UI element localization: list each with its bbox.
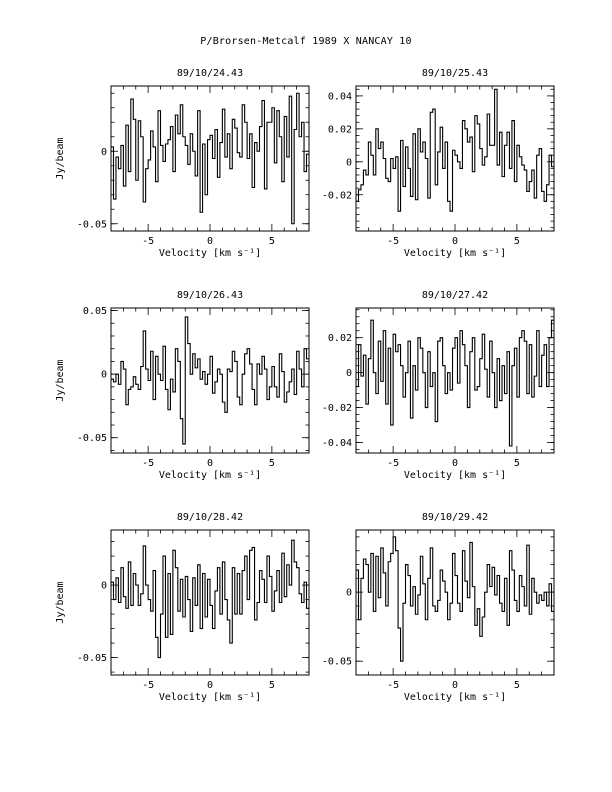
panel-title-5: 89/10/28.42: [177, 512, 243, 523]
y-tick-label: 0: [101, 581, 107, 592]
x-tick-label: -5: [142, 236, 154, 247]
x-axis-label: Velocity [km s⁻¹]: [404, 248, 506, 259]
y-axis-label: Jy/beam: [55, 359, 66, 401]
y-tick-label: -0.05: [77, 219, 107, 230]
y-tick-label: 0.04: [328, 91, 352, 102]
y-axis-label: Jy/beam: [55, 581, 66, 623]
x-tick-label: -5: [142, 680, 154, 691]
panel-title-2: 89/10/25.43: [422, 68, 488, 79]
x-tick-label: 0: [207, 680, 213, 691]
page-title: P/Brorsen-Metcalf 1989 X NANCAY 10: [200, 36, 412, 47]
x-tick-label: 5: [269, 458, 275, 469]
spectrum-series-1: [111, 92, 309, 225]
y-tick-label: 0.02: [328, 333, 352, 344]
x-tick-label: 5: [514, 458, 520, 469]
x-tick-label: -5: [142, 458, 154, 469]
spectrum-series-3: [111, 316, 309, 445]
y-tick-label: 0: [346, 368, 352, 379]
x-tick-label: -5: [387, 458, 399, 469]
panel-title-3: 89/10/26.43: [177, 290, 243, 301]
y-tick-label: 0: [346, 157, 352, 168]
y-axis-label: Jy/beam: [55, 137, 66, 179]
y-tick-label: 0.02: [328, 124, 352, 135]
x-tick-label: 5: [514, 236, 520, 247]
y-tick-label: 0: [101, 370, 107, 381]
y-tick-label: -0.05: [77, 653, 107, 664]
y-tick-label: -0.04: [322, 438, 352, 449]
x-axis-label: Velocity [km s⁻¹]: [404, 692, 506, 703]
x-tick-label: 0: [452, 236, 458, 247]
spectrum-series-6: [356, 536, 554, 662]
y-tick-label: 0: [101, 147, 107, 158]
y-tick-label: 0: [346, 588, 352, 599]
panel-title-1: 89/10/24.43: [177, 68, 243, 79]
x-tick-label: 0: [207, 236, 213, 247]
x-axis-label: Velocity [km s⁻¹]: [159, 470, 261, 481]
x-tick-label: 5: [269, 236, 275, 247]
x-tick-label: 0: [452, 680, 458, 691]
x-axis-label: Velocity [km s⁻¹]: [159, 692, 261, 703]
x-tick-label: -5: [387, 236, 399, 247]
x-tick-label: 5: [269, 680, 275, 691]
y-tick-label: -0.05: [322, 657, 352, 668]
y-tick-label: 0.05: [83, 306, 107, 317]
spectrum-series-5: [111, 539, 309, 659]
x-tick-label: 0: [452, 458, 458, 469]
spectrum-series-2: [356, 88, 554, 212]
plot-frame-1: [110, 85, 310, 232]
y-tick-label: -0.02: [322, 403, 352, 414]
panel-title-4: 89/10/27.42: [422, 290, 488, 301]
x-tick-label: -5: [387, 680, 399, 691]
x-tick-label: 5: [514, 680, 520, 691]
y-tick-label: -0.05: [77, 433, 107, 444]
x-axis-label: Velocity [km s⁻¹]: [404, 470, 506, 481]
spectrum-series-4: [356, 319, 554, 447]
x-axis-label: Velocity [km s⁻¹]: [159, 248, 261, 259]
panel-title-6: 89/10/29.42: [422, 512, 488, 523]
y-tick-label: -0.02: [322, 190, 352, 201]
x-tick-label: 0: [207, 458, 213, 469]
